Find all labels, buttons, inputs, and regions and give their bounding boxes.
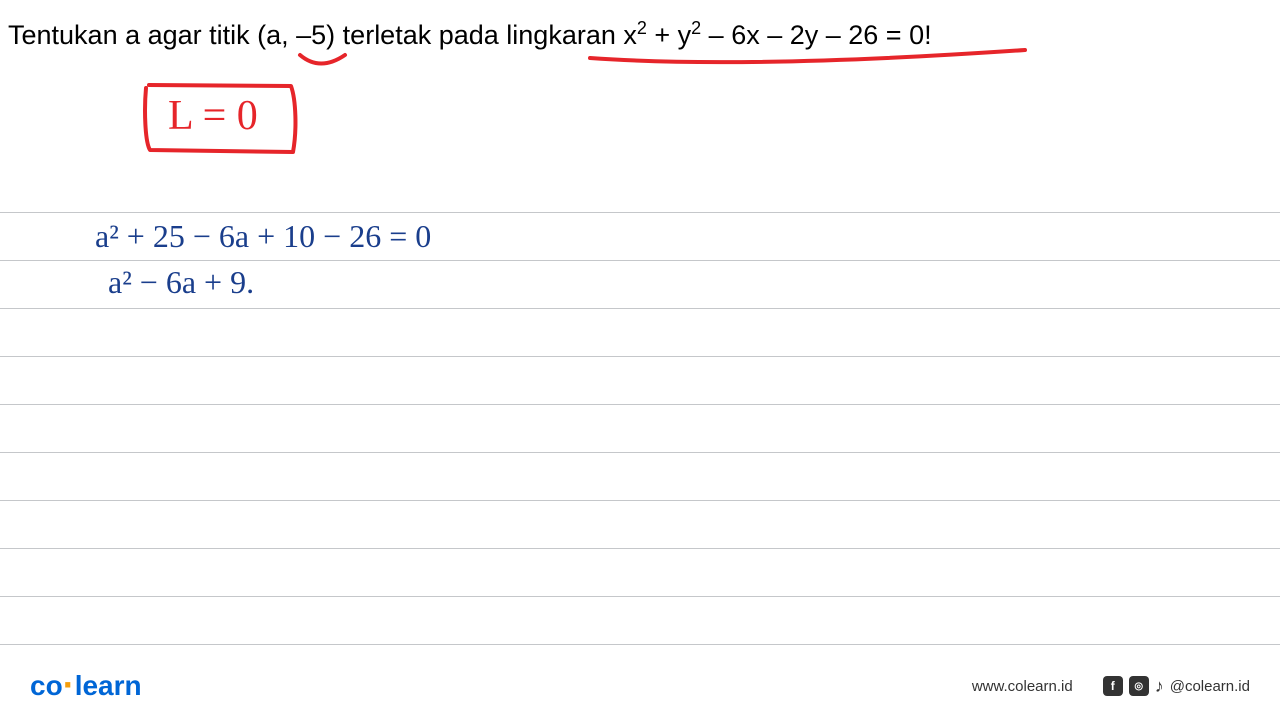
colearn-logo: co·learn — [30, 670, 142, 702]
social-handle: @colearn.id — [1170, 678, 1250, 695]
tiktok-icon: ♪ — [1155, 676, 1164, 697]
social-links: f ◎ ♪ @colearn.id — [1103, 676, 1250, 697]
question-text: Tentukan a agar titik (a, –5) terletak p… — [8, 18, 932, 51]
instagram-icon: ◎ — [1129, 676, 1149, 696]
l-equals-zero: L = 0 — [168, 92, 258, 140]
work-line-1: a² + 25 − 6a + 10 − 26 = 0 — [95, 218, 431, 255]
smile-underline — [300, 55, 345, 64]
work-line-2: a² − 6a + 9. — [108, 264, 254, 301]
facebook-icon: f — [1103, 676, 1123, 696]
website-url: www.colearn.id — [972, 678, 1073, 695]
equation-underline — [590, 50, 1025, 62]
footer: co·learn www.colearn.id f ◎ ♪ @colearn.i… — [0, 670, 1280, 702]
